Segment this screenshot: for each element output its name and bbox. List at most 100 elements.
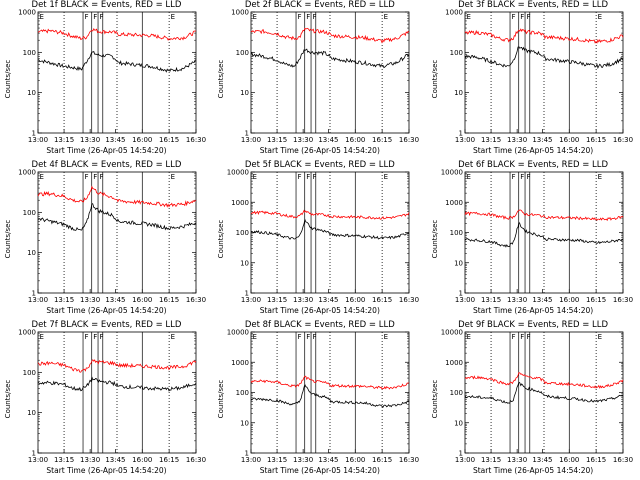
- panel-title: Det 7f BLACK = Events, RED = LLD: [31, 320, 182, 330]
- eclipse-marker: E: [253, 173, 257, 181]
- x-axis-label: Start Time (26-Apr-05 14:54:20): [259, 306, 380, 315]
- x-axis-label: Start Time (26-Apr-05 14:54:20): [46, 466, 167, 475]
- y-tick-label: 1000: [18, 329, 36, 337]
- flag-marker: F: [307, 13, 311, 21]
- x-axis-label: Start Time (26-Apr-05 14:54:20): [472, 306, 594, 315]
- eclipse-marker: E: [597, 13, 601, 21]
- y-tick-label: 1: [458, 130, 462, 138]
- flag-marker: F: [313, 13, 317, 21]
- eclipse-marker: E: [40, 13, 44, 21]
- events-series-line: [38, 50, 197, 73]
- flag-marker: F: [93, 173, 97, 181]
- events-series-line: [37, 376, 197, 392]
- flag-marker: F: [526, 173, 530, 181]
- flag-marker: F: [520, 333, 524, 341]
- panel-title: Det 3f BLACK = Events, RED = LLD: [458, 0, 609, 10]
- flag-marker: F: [100, 13, 104, 21]
- lld-series-line: [464, 209, 623, 222]
- lld-series-line: [251, 27, 410, 44]
- flag-marker: F: [85, 13, 89, 21]
- x-tick-label: 13:45: [319, 136, 339, 144]
- x-tick-label: 13:00: [28, 296, 48, 304]
- x-tick-label: 13:45: [319, 456, 339, 464]
- y-tick-label: 10: [27, 249, 36, 257]
- lld-series-line: [37, 27, 197, 41]
- y-tick-label: 10: [27, 89, 36, 97]
- y-tick-label: 10: [240, 259, 249, 267]
- y-tick-label: 10000: [227, 329, 249, 337]
- x-tick-label: 16:30: [186, 456, 206, 464]
- y-tick-label: 1000: [445, 199, 463, 207]
- y-tick-label: 1: [458, 450, 462, 458]
- lld-series-line: [37, 185, 197, 208]
- y-tick-label: 1000: [231, 199, 249, 207]
- x-tick-label: 16:30: [613, 296, 633, 304]
- events-series-line: [251, 218, 410, 240]
- panel-title: Det 2f BLACK = Events, RED = LLD: [244, 0, 395, 10]
- x-tick-label: 16:15: [372, 456, 392, 464]
- x-tick-label: 13:15: [54, 296, 74, 304]
- events-series-line: [464, 381, 623, 404]
- y-tick-label: 100: [449, 49, 462, 57]
- flag-marker: F: [313, 333, 317, 341]
- flag-marker: F: [520, 13, 524, 21]
- lld-series-line: [37, 359, 197, 373]
- x-tick-label: 16:15: [372, 296, 392, 304]
- x-tick-label: 16:15: [586, 136, 606, 144]
- panel-title: Det 9f BLACK = Events, RED = LLD: [458, 320, 609, 330]
- flag-marker: F: [93, 333, 97, 341]
- x-tick-label: 16:00: [559, 296, 579, 304]
- y-tick-label: 10: [27, 409, 36, 417]
- x-tick-label: 13:30: [507, 296, 527, 304]
- flag-marker: F: [307, 333, 311, 341]
- x-tick-label: 13:30: [507, 456, 527, 464]
- x-tick-label: 13:45: [532, 296, 552, 304]
- flag-marker: F: [100, 333, 104, 341]
- detector-panel-7: Det 7f BLACK = Events, RED = LLD Start Ti…: [0, 320, 213, 480]
- detector-panel-5: Det 5f BLACK = Events, RED = LLD Start Ti…: [213, 160, 426, 320]
- plot-area: 1 10 100 1000 13:00 13:15 13:30 13:45 16:00 16:15…: [18, 9, 206, 145]
- flag-marker: F: [307, 173, 311, 181]
- x-tick-label: 13:45: [532, 136, 552, 144]
- x-tick-label: 13:30: [293, 456, 313, 464]
- detector-panel-3: Det 3f BLACK = Events, RED = LLD Start Ti…: [427, 0, 640, 160]
- flag-marker: F: [85, 173, 89, 181]
- y-tick-label: 1: [458, 290, 462, 298]
- plot-area: 1 10 100 1000 13:00 13:15 13:30 13:45 16:00 16:15…: [18, 329, 206, 465]
- plot-area: 1 10 100 1000 13:00 13:15 13:30 13:45 16:00 16:15…: [18, 169, 206, 305]
- plot-area: 1 10 100 1000 13:00 13:15 13:30 13:45 16:00 16:15…: [445, 9, 633, 145]
- x-tick-label: 13:15: [481, 296, 501, 304]
- x-tick-label: 13:30: [507, 136, 527, 144]
- eclipse-marker: E: [384, 173, 388, 181]
- flag-marker: F: [85, 333, 89, 341]
- flag-marker: F: [313, 173, 317, 181]
- detector-panel-2: Det 2f BLACK = Events, RED = LLD Start Ti…: [213, 0, 426, 160]
- y-tick-label: 10000: [227, 169, 249, 177]
- panel-title: Det 8f BLACK = Events, RED = LLD: [244, 320, 395, 330]
- eclipse-marker: E: [253, 333, 257, 341]
- x-tick-label: 13:30: [80, 296, 100, 304]
- lld-series-line: [464, 372, 623, 389]
- y-tick-label: 100: [449, 389, 462, 397]
- y-tick-label: 1: [245, 450, 249, 458]
- x-axis-label: Start Time (26-Apr-05 14:54:20): [46, 146, 167, 155]
- y-tick-label: 1: [32, 450, 36, 458]
- panel-title: Det 4f BLACK = Events, RED = LLD: [31, 160, 182, 170]
- x-tick-label: 16:30: [186, 136, 206, 144]
- x-tick-label: 13:30: [293, 136, 313, 144]
- plot-area: 1 10 100 1000 10000 13:00 13:15 13:30 13:45 16:00…: [227, 169, 419, 305]
- x-tick-label: 16:30: [613, 136, 633, 144]
- x-tick-label: 13:00: [241, 296, 261, 304]
- eclipse-marker: E: [597, 333, 601, 341]
- flag-marker: F: [298, 13, 302, 21]
- x-tick-label: 13:00: [241, 456, 261, 464]
- flag-marker: F: [100, 173, 104, 181]
- y-tick-label: 100: [236, 389, 249, 397]
- x-tick-label: 16:00: [345, 456, 365, 464]
- flag-marker: F: [511, 173, 515, 181]
- flag-marker: F: [298, 333, 302, 341]
- x-tick-label: 16:00: [559, 456, 579, 464]
- eclipse-marker: E: [384, 333, 388, 341]
- x-tick-label: 13:00: [28, 136, 48, 144]
- events-series-line: [464, 46, 623, 70]
